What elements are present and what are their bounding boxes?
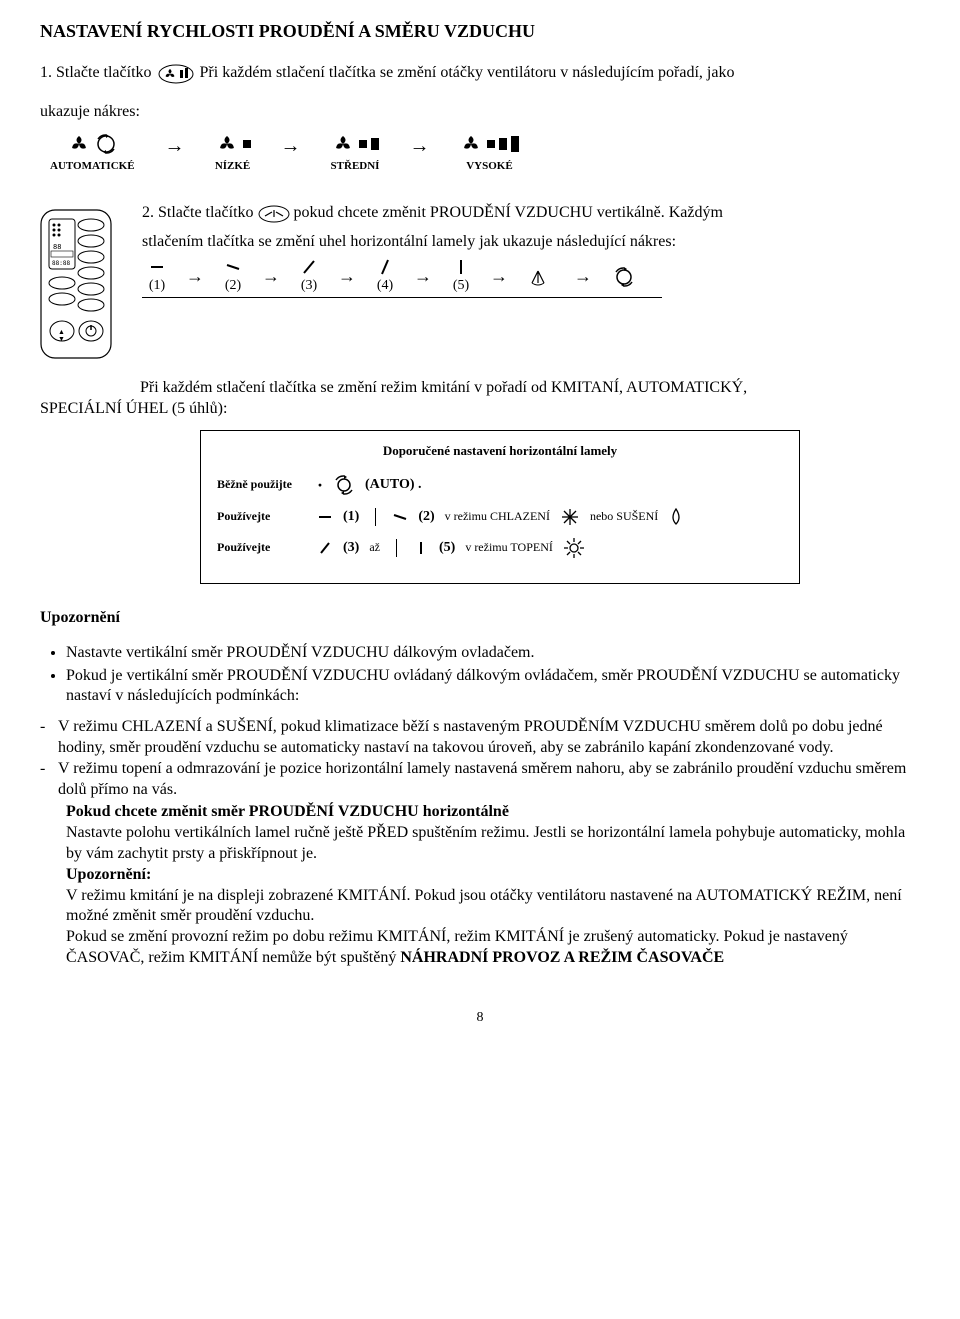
recommended-settings-box: Doporučené nastavení horizontální lamely… bbox=[200, 430, 800, 584]
step3-line2: SPECIÁLNÍ ÚHEL (5 úhlů): bbox=[40, 399, 920, 420]
recbox-line-heat: Používejte (3) až (5) v režimu TOPENÍ bbox=[217, 537, 783, 559]
notice-bullets: Nastavte vertikální směr PROUDĚNÍ VZDUCH… bbox=[40, 643, 920, 707]
sun-icon bbox=[563, 537, 585, 559]
page-title: NASTAVENÍ RYCHLOSTI PROUDĚNÍ A SMĚRU VZD… bbox=[40, 20, 920, 43]
arrow-icon: → bbox=[165, 133, 185, 159]
step2-line1: 2. Stlačte tlačítko pokud chcete změnit … bbox=[142, 203, 920, 224]
snowflake-icon bbox=[560, 507, 580, 527]
recbox-line-cool: Používejte (1) (2) v režimu CHLAZENÍ neb… bbox=[217, 507, 783, 527]
step1-line2: ukazuje nákres: bbox=[40, 102, 920, 123]
speed-med: STŘEDNÍ bbox=[331, 133, 380, 173]
swing-range-icon bbox=[528, 267, 554, 287]
lamely-positions-diagram: (1) → (2) → (3) → (4) → (5) → → bbox=[142, 253, 662, 298]
recbox-line-auto: Běžně použijte · (AUTO) . bbox=[217, 474, 783, 497]
speed-high: VYSOKÉ bbox=[459, 133, 519, 173]
notice-heading: Upozornění bbox=[40, 608, 920, 629]
dash-list: - V režimu CHLAZENÍ a SUŠENÍ, pokud klim… bbox=[40, 717, 920, 800]
arrow-icon: → bbox=[409, 133, 429, 159]
remote-control-icon: 88 88:88 ▲ ▼ bbox=[40, 209, 112, 366]
speed-auto: AUTOMATICKÉ bbox=[50, 133, 135, 173]
svg-text:88: 88 bbox=[53, 243, 61, 251]
step-1: 1. Stlačte tlačítko Při každém stlačení … bbox=[40, 63, 920, 84]
dash-item: - V režimu CHLAZENÍ a SUŠENÍ, pokud klim… bbox=[40, 717, 920, 759]
fan-button-icon bbox=[158, 63, 194, 84]
bullet-item: Nastavte vertikální směr PROUDĚNÍ VZDUCH… bbox=[66, 643, 920, 664]
final-paragraph: Pokud se změní provozní režim po dobu re… bbox=[66, 927, 920, 969]
dash-item: - V režimu topení a odmrazování je pozic… bbox=[40, 759, 920, 801]
step2-line2: stlačením tlačítka se změní uhel horizon… bbox=[142, 232, 920, 253]
auto-icon bbox=[333, 475, 355, 495]
step1-prefix: 1. Stlačte tlačítko bbox=[40, 64, 152, 81]
svg-text:88:88: 88:88 bbox=[52, 260, 70, 267]
horizontal-direction-block: Pokud chcete změnit směr PROUDĚNÍ VZDUCH… bbox=[66, 802, 920, 968]
step1-suffix: Při každém stlačení tlačítka se změní ot… bbox=[200, 63, 920, 84]
bullet-item: Pokud je vertikální směr PROUDĚNÍ VZDUCH… bbox=[66, 666, 920, 708]
arrow-icon: → bbox=[281, 133, 301, 159]
svg-text:▼: ▼ bbox=[58, 335, 65, 343]
auto-swing-icon bbox=[612, 266, 636, 288]
droplet-icon bbox=[668, 507, 684, 527]
speed-low: NÍZKÉ bbox=[215, 133, 251, 173]
recbox-title: Doporučené nastavení horizontální lamely bbox=[217, 443, 783, 460]
swing-button-icon bbox=[258, 203, 290, 224]
step-2-section: 88 88:88 ▲ ▼ 2. Stlačte tlačítko bbox=[40, 203, 920, 366]
step3-line1: Při každém stlačení tlačítka se změní re… bbox=[140, 378, 920, 399]
page-number: 8 bbox=[40, 1009, 920, 1027]
fan-speed-diagram: AUTOMATICKÉ → NÍZKÉ → STŘEDNÍ → VYSOKÉ bbox=[40, 133, 920, 173]
